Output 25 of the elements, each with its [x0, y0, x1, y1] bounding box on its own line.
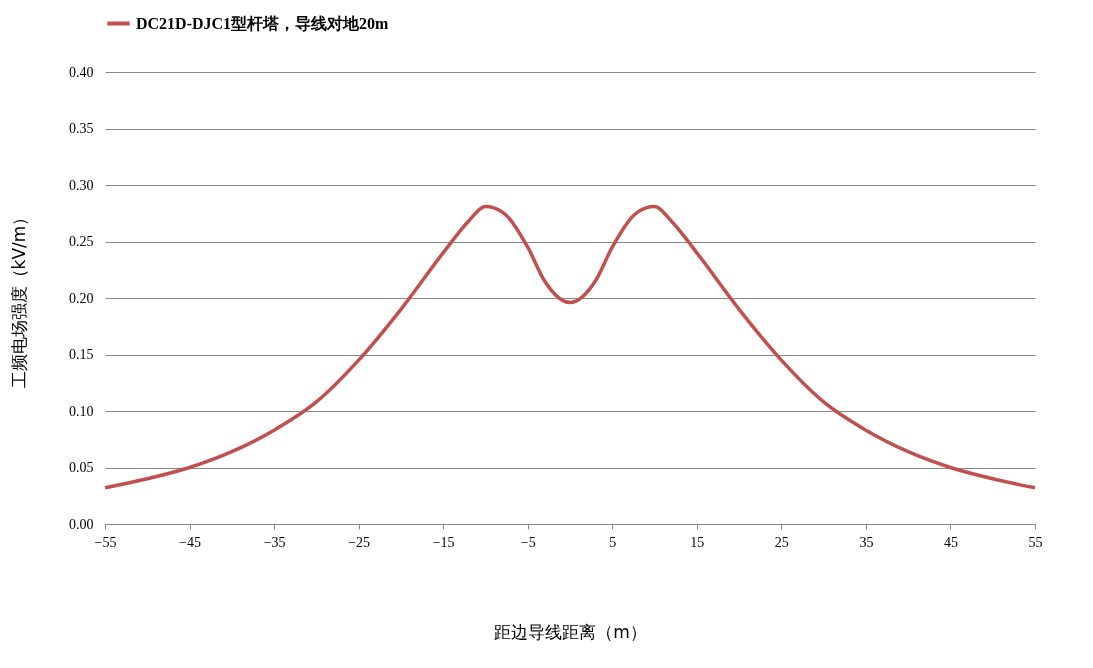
x-tick-label: −35	[263, 534, 286, 550]
y-tick-label: 0.15	[69, 347, 94, 362]
x-tick-label: −5	[520, 534, 536, 550]
x-tick-label: −25	[348, 534, 371, 550]
x-tick-label: 15	[690, 534, 705, 550]
y-tick-label: 0.40	[69, 64, 94, 80]
x-tick-label: 5	[609, 534, 617, 550]
x-tick-label: 55	[1028, 534, 1043, 550]
legend-label: DC21D-DJC1型杆塔，导线对地20m	[136, 14, 390, 32]
x-tick-label: 25	[774, 534, 789, 550]
y-tick-label: 0.30	[69, 177, 94, 193]
x-tick-label: 45	[943, 534, 958, 550]
x-tick-label: −45	[179, 534, 201, 550]
y-tick-label: 0.35	[69, 121, 94, 136]
y-axis-title: 工频电场强度（kV/m）	[9, 208, 29, 389]
y-tick-label: 0.05	[69, 460, 94, 475]
x-axis-title: 距边导线距离（m）	[494, 621, 647, 642]
y-tick-label: 0.20	[69, 290, 94, 306]
y-tick-label: 0.25	[69, 234, 94, 249]
line-series	[103, 204, 1037, 490]
x-tick-label: −55	[94, 534, 117, 550]
y-tick-label: 0.00	[69, 516, 94, 532]
x-tick-label: −15	[432, 534, 455, 550]
x-tick-label: 35	[859, 534, 874, 550]
y-tick-label: 0.10	[69, 403, 94, 419]
